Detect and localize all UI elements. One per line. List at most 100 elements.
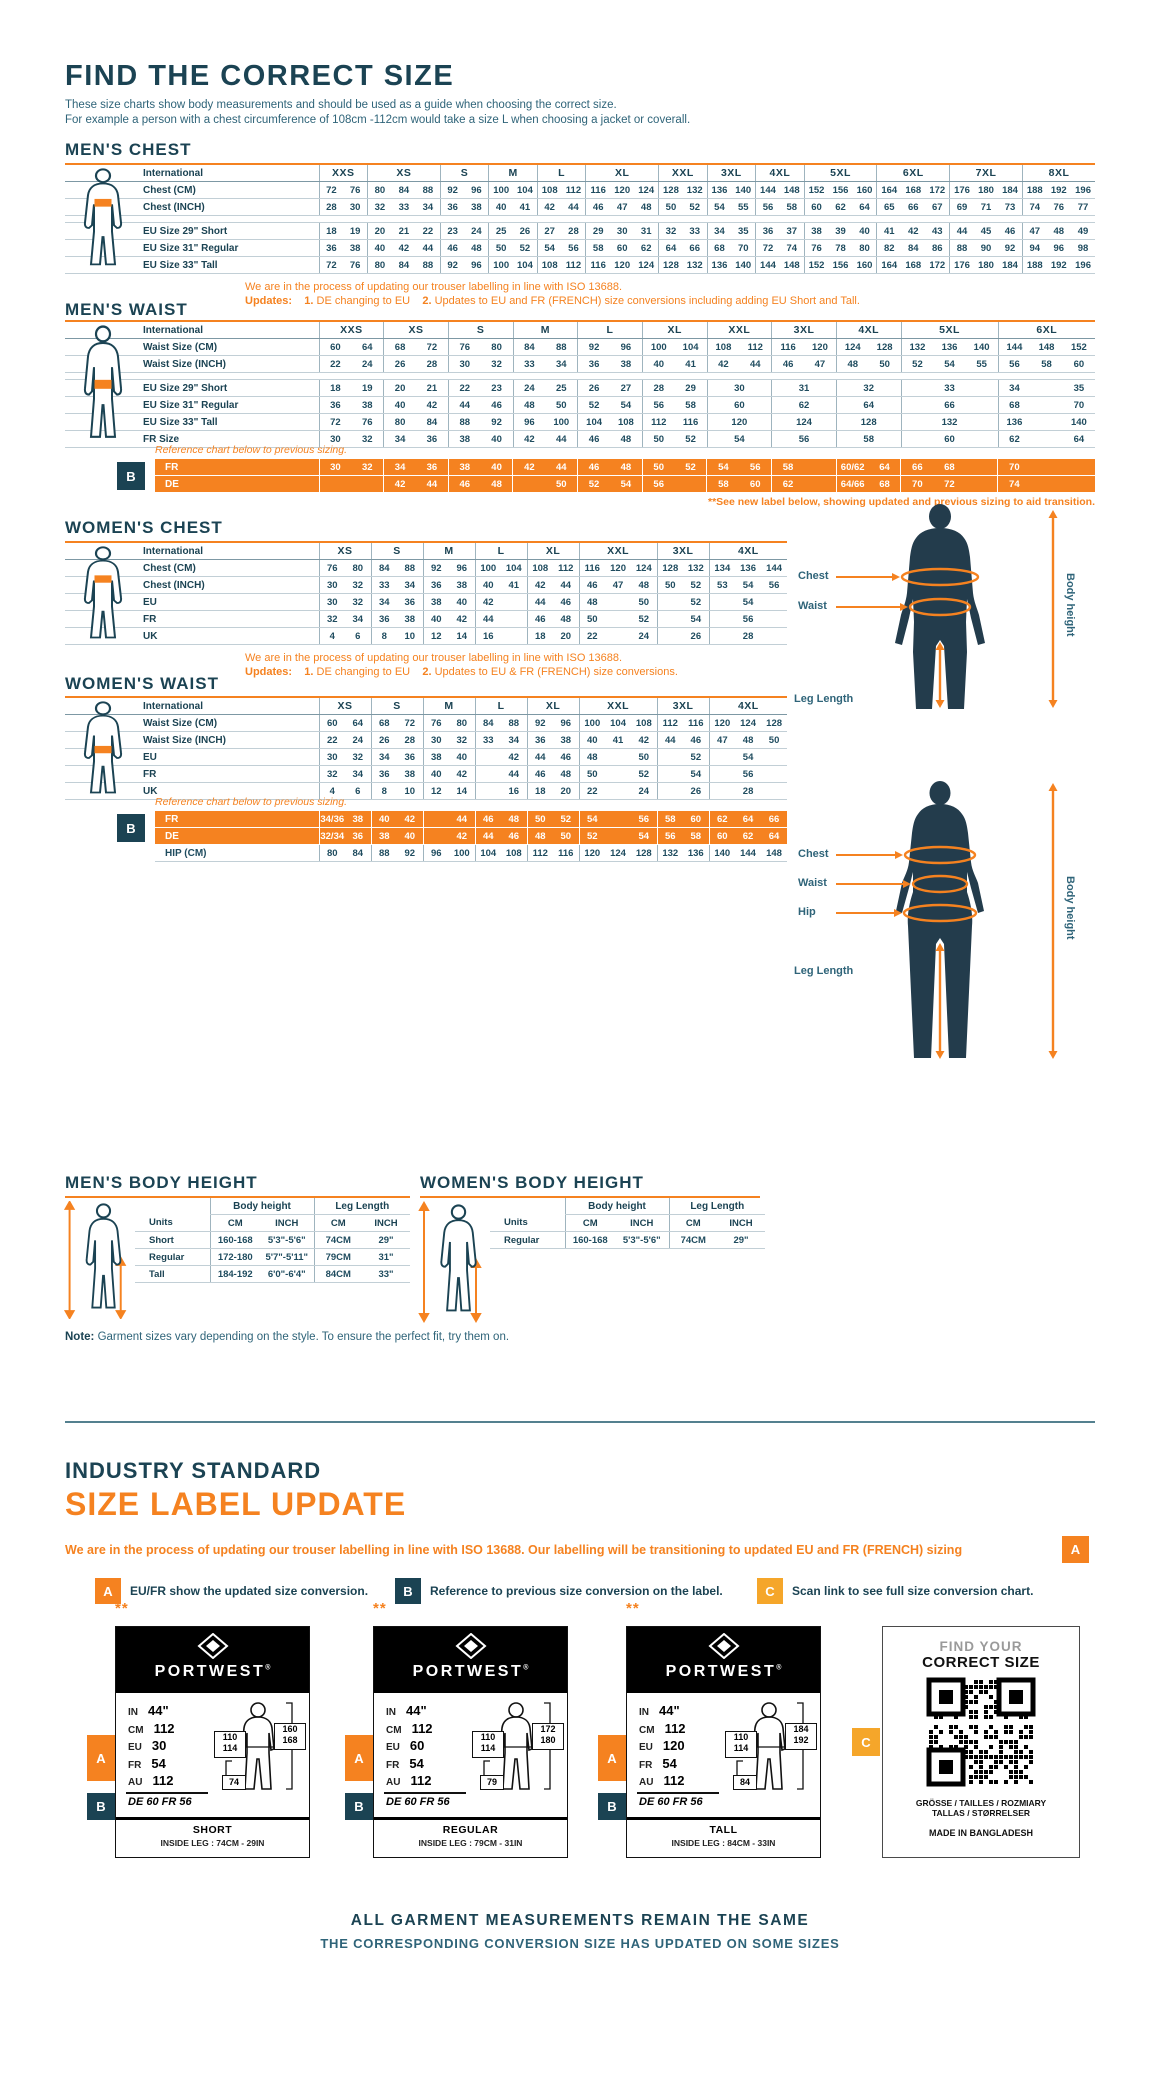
size-cell: 42 [512, 430, 546, 448]
size-cell: 140 [1062, 413, 1096, 431]
size-cell: 58 [683, 827, 709, 845]
note-label: Note: [65, 1331, 95, 1343]
size-cell: 132 [682, 256, 708, 274]
size-cell: 52 [900, 355, 934, 373]
size-cell: 48 [464, 239, 489, 257]
size-cell: 30 [343, 198, 368, 216]
measurement-row: CM 112 [639, 1720, 686, 1736]
size-cell: 172 [925, 181, 950, 199]
size-cell: 22 [416, 222, 441, 240]
size-cell: 132 [900, 413, 999, 431]
size-cell: 38 [351, 396, 384, 414]
size-cell [803, 475, 837, 493]
brand-name: PORTWEST® [665, 1663, 782, 1680]
size-cell [474, 765, 502, 783]
portwest-size-label: PORTWEST® IN 44" CM 112 EU 120 FR 54 AU 112 110 11… [598, 1626, 821, 1858]
size-cell [1030, 459, 1063, 476]
size-cell: 14 [449, 782, 476, 800]
size-cell: 48 [735, 731, 762, 749]
size-cell: 40 [449, 748, 476, 766]
size-cell: 84 [901, 239, 926, 257]
size-cell: 196 [1070, 256, 1096, 274]
size-cell: 64 [761, 827, 787, 845]
size-cell: 6 [345, 627, 372, 645]
size-cell: 32/34 [318, 827, 345, 845]
thick-divider [627, 1817, 820, 1820]
size-cell: 24 [345, 731, 372, 749]
badge-b-label: B [598, 1793, 626, 1820]
womens-reference-table: FR 34/36 38 40 42 44 46 48 50 52 54 56 58 60 62 64 66 DE 3… [155, 811, 787, 862]
measurement-row: EU 120 [639, 1738, 685, 1753]
reference-row: HIP (CM) 80 84 88 92 96 100 104 108 112 116 120 124 1… [155, 844, 787, 862]
size-cell: 16 [474, 627, 502, 645]
size-cell [512, 475, 546, 493]
size-cell [965, 459, 998, 476]
size-cell: Body height [209, 1198, 314, 1215]
size-cell: 72 [397, 714, 424, 732]
badge-c-qr: C [852, 1728, 880, 1756]
size-cell: 148 [1030, 338, 1063, 356]
size-cell: 196 [1070, 181, 1096, 199]
size-cell: 136 [735, 559, 762, 577]
size-cell: XS [383, 322, 449, 339]
table-row: EU 30 32 34 36 38 40 42 44 46 48 50 52 54 [65, 748, 788, 766]
size-cell [605, 827, 631, 845]
size-cell: 48 [578, 593, 606, 611]
size-cell: 24 [512, 379, 546, 397]
size-cell: 18 [526, 782, 554, 800]
size-cell: 70 [900, 475, 934, 493]
size-cell: 96 [553, 714, 580, 732]
size-cell: 148 [779, 181, 805, 199]
size-cell: 112 [656, 714, 684, 732]
size-cell: 76 [422, 714, 450, 732]
size-cell: 104 [474, 844, 501, 862]
size-cell: 34 [345, 610, 372, 628]
size-cell: 50 [641, 430, 675, 448]
size-cell: 116 [585, 256, 611, 274]
womens-waist-heading: WOMEN'S WAIST [65, 674, 219, 693]
size-cell: 46 [577, 430, 610, 448]
size-cell: 42 [449, 610, 476, 628]
update-1-text: DE changing to EU [316, 295, 411, 307]
size-cell: 44 [416, 239, 441, 257]
table-row: Tall 184-192 6'0"-6'4" 84CM 33" [135, 1265, 411, 1283]
size-cell: 108 [610, 413, 643, 431]
size-cell: 180 [973, 181, 999, 199]
correct-size-text: CORRECT SIZE [922, 1654, 1040, 1671]
size-cell: 172 [925, 256, 950, 274]
size-cell [761, 765, 788, 783]
size-cell: 23 [480, 379, 514, 397]
size-cell: 46 [585, 198, 611, 216]
size-cell: 88 [397, 559, 424, 577]
size-cell: 112 [553, 559, 580, 577]
size-cell: 64 [351, 338, 384, 356]
waist-size-box: 110 114 [472, 1731, 504, 1758]
size-cell: 55 [965, 355, 999, 373]
size-cell: 46 [447, 475, 481, 493]
size-cell: 156 [828, 181, 853, 199]
size-cell: 108 [501, 844, 527, 862]
womens-waist-table: International XS S M L XL XXL 3XL 4XL Waist Size … [65, 696, 788, 800]
size-cell: 56 [735, 765, 762, 783]
size-cell [605, 593, 632, 611]
size-cell: 44 [561, 198, 586, 216]
size-cell: 36 [370, 610, 398, 628]
size-cell: 28 [318, 198, 344, 216]
size-cell: 112 [739, 338, 772, 356]
size-cell: 72 [318, 181, 344, 199]
label-header: PORTWEST® [116, 1627, 309, 1693]
table-row: Chest (INCH) 30 32 33 34 36 38 40 41 42 44 46 47 48 50… [65, 576, 788, 594]
transition-stars: ** [115, 1600, 129, 1617]
size-cell: 65 [876, 198, 902, 216]
size-cell: 76 [343, 256, 368, 274]
size-cell: 144 [755, 256, 780, 274]
size-cell: International [65, 543, 319, 560]
size-cell: M [422, 698, 476, 715]
size-cell [708, 610, 736, 628]
size-cell: 104 [605, 714, 632, 732]
size-cell: International [65, 322, 319, 339]
size-cell: 43 [925, 222, 950, 240]
badge-b-label: B [87, 1793, 115, 1820]
size-cell: L [474, 698, 528, 715]
legend-badge-c: C [757, 1578, 783, 1604]
